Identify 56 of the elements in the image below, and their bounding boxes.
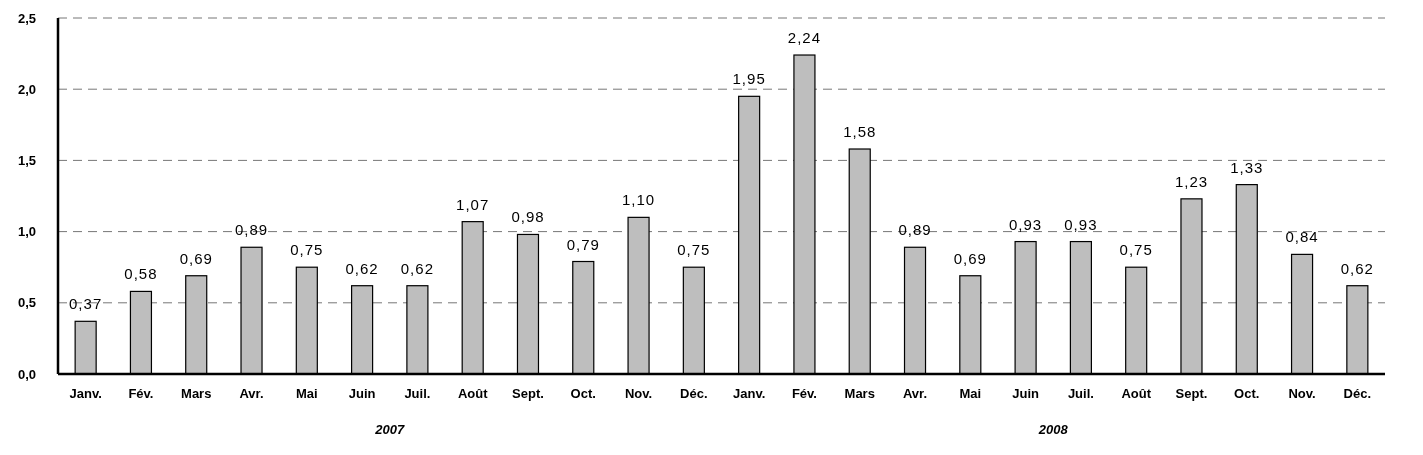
- data-label: 1,10: [621, 191, 656, 209]
- x-tick-label: Mai: [959, 386, 982, 401]
- data-label: 1,07: [456, 195, 490, 213]
- x-tick-label: Avr.: [902, 386, 928, 401]
- x-tick-label: Mars: [844, 386, 875, 401]
- x-tick-label: Août: [1121, 386, 1152, 401]
- x-tick-label: Déc.: [680, 386, 708, 401]
- x-tick-label: Sept.: [512, 386, 544, 401]
- x-tick-label: Nov.: [1288, 386, 1316, 401]
- x-tick-label: Août: [457, 386, 489, 401]
- data-label: 2,24: [787, 29, 822, 47]
- x-tick-label: Sept.: [1175, 386, 1208, 401]
- data-label: 0,62: [400, 259, 434, 277]
- x-tick-label: Mars: [181, 386, 212, 401]
- y-tick-label: 1,5: [17, 152, 36, 168]
- data-label: 0,58: [124, 265, 158, 283]
- x-tick-label: Avr.: [239, 386, 264, 401]
- data-label: 0,37: [69, 295, 103, 313]
- data-label: 0,89: [898, 221, 932, 239]
- data-label: 1,33: [1230, 158, 1264, 176]
- x-tick-label: Fév.: [791, 386, 817, 401]
- x-tick-label: Nov.: [624, 386, 653, 401]
- data-label: 0,75: [290, 241, 324, 259]
- data-label: 0,93: [1064, 215, 1098, 233]
- data-label: 0,75: [1119, 241, 1153, 259]
- data-label: 1,58: [843, 123, 877, 141]
- data-label: 1,95: [732, 70, 766, 88]
- y-tick-label: 0,5: [17, 295, 36, 311]
- x-tick-label: Juin: [1012, 386, 1040, 401]
- x-tick-label: Mai: [295, 386, 318, 401]
- x-tick-label: Janv.: [733, 386, 766, 401]
- y-tick-label: 2,0: [17, 81, 36, 97]
- data-label: 0,84: [1285, 228, 1319, 246]
- x-tick-label: Oct.: [570, 386, 596, 401]
- text: 2008: [1037, 422, 1069, 437]
- x-tick-label: Janv.: [69, 386, 102, 401]
- x-tick-label: Déc.: [1343, 386, 1372, 401]
- x-tick-label: Juil.: [1067, 386, 1094, 401]
- data-label: 0,69: [179, 249, 213, 267]
- y-tick-label: 2,5: [17, 10, 36, 26]
- y-tick-label: 1,0: [17, 224, 36, 240]
- y-tick-label: 0,0: [17, 366, 36, 382]
- text: 2007: [374, 422, 405, 437]
- data-label: 0,89: [234, 221, 269, 239]
- data-label: 1,23: [1174, 172, 1209, 190]
- data-label: 0,75: [677, 241, 711, 259]
- x-tick-label: Juin: [348, 386, 376, 401]
- data-label: 0,79: [566, 235, 600, 253]
- x-tick-label: Juil.: [404, 386, 431, 401]
- x-tick-label: Oct.: [1234, 386, 1260, 401]
- data-label: 0,98: [511, 208, 545, 226]
- data-label: 0,62: [345, 259, 379, 277]
- x-tick-label: Fév.: [128, 386, 154, 401]
- data-label: 0,93: [1009, 215, 1043, 233]
- data-label: 0,62: [1340, 259, 1374, 277]
- data-label: 0,69: [953, 249, 987, 267]
